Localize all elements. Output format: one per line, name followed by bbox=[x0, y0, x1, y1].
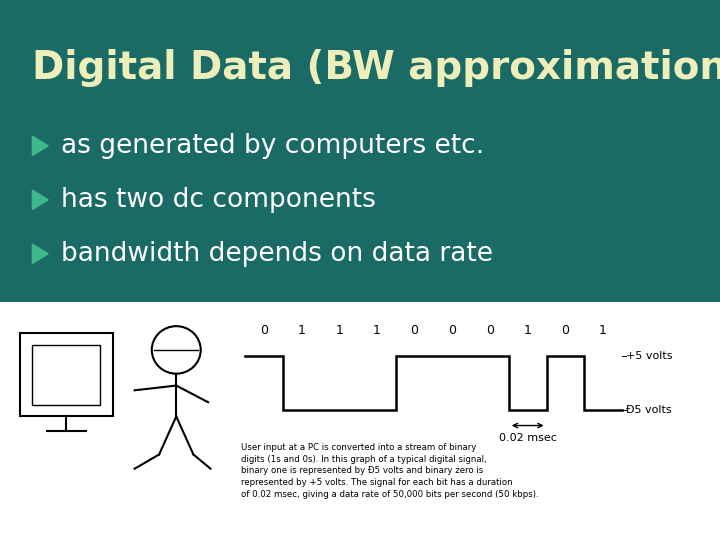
FancyBboxPatch shape bbox=[32, 345, 100, 404]
Text: 0: 0 bbox=[260, 325, 268, 338]
Text: 0: 0 bbox=[410, 325, 418, 338]
Text: Ð5 volts: Ð5 volts bbox=[626, 406, 671, 415]
Text: as generated by computers etc.: as generated by computers etc. bbox=[61, 133, 485, 159]
FancyBboxPatch shape bbox=[19, 333, 112, 416]
Text: 0: 0 bbox=[486, 325, 494, 338]
Text: 1: 1 bbox=[373, 325, 381, 338]
Polygon shape bbox=[32, 244, 48, 264]
Text: 0: 0 bbox=[449, 325, 456, 338]
Polygon shape bbox=[32, 136, 48, 156]
Text: has two dc components: has two dc components bbox=[61, 187, 376, 213]
Text: bandwidth depends on data rate: bandwidth depends on data rate bbox=[61, 241, 493, 267]
Text: 1: 1 bbox=[599, 325, 607, 338]
Text: 1: 1 bbox=[336, 325, 343, 338]
Text: 1: 1 bbox=[297, 325, 305, 338]
Text: 1: 1 bbox=[523, 325, 531, 338]
Text: +5 volts: +5 volts bbox=[626, 352, 672, 361]
Polygon shape bbox=[32, 190, 48, 210]
Text: 0.02 msec: 0.02 msec bbox=[499, 433, 557, 443]
Text: 0: 0 bbox=[562, 325, 570, 338]
Bar bbox=[0, 302, 720, 540]
Text: User input at a PC is converted into a stream of binary
digits (1s and 0s). In t: User input at a PC is converted into a s… bbox=[241, 443, 539, 499]
Text: Digital Data (BW approximation): Digital Data (BW approximation) bbox=[32, 49, 720, 86]
